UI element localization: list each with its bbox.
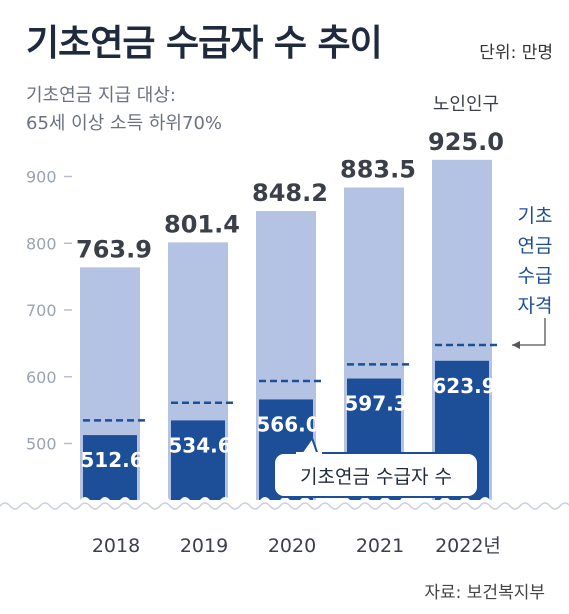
x-tick-label: 2022년	[435, 535, 501, 557]
eligibility-series-label: 연금	[518, 235, 553, 257]
recipient-value-label: 534.6	[168, 433, 231, 457]
source-label: 자료: 보건복지부	[424, 583, 545, 603]
note-line-2: 65세 이상 소득 하위70%	[26, 113, 222, 134]
recipient-value-label: 512.6	[80, 448, 143, 472]
recipient-series-label: 기초연금 수급자 수	[300, 466, 452, 488]
eligibility-series-label: 자격	[518, 295, 553, 317]
recipient-value-label: 597.3	[344, 392, 407, 416]
recipient-bar	[83, 435, 137, 500]
recipient-value-label: 566.0	[256, 412, 319, 436]
axis-break-line	[0, 502, 569, 510]
recipient-value-label: 623.9	[432, 374, 495, 398]
chart-title: 기초연금 수급자 수 추이	[26, 23, 383, 64]
note-line-1: 기초연금 지급 대상:	[26, 85, 176, 106]
y-tick-label: 900	[26, 168, 57, 187]
elderly-value-label: 763.9	[76, 235, 152, 263]
y-tick-label: 500	[26, 435, 57, 454]
eligibility-arrow-line	[512, 318, 546, 346]
recipient-callout-box	[273, 452, 479, 498]
eligibility-series-label: 기초	[518, 205, 553, 227]
callout-pointer-cover	[296, 452, 322, 457]
recipient-bar	[171, 420, 225, 500]
elderly-value-label: 801.4	[164, 210, 240, 238]
unit-label: 단위: 만명	[479, 43, 553, 63]
y-tick-label: 800	[26, 234, 57, 253]
elderly-value-label: 925.0	[428, 128, 504, 156]
y-tick-label: 600	[26, 368, 57, 387]
elderly-value-label: 883.5	[340, 156, 416, 184]
x-tick-label: 2020	[268, 535, 316, 557]
arrow-icon	[512, 341, 520, 349]
y-tick-label: 700	[26, 301, 57, 320]
x-tick-label: 2021	[356, 535, 404, 557]
elderly-series-label: 노인인구	[433, 94, 499, 115]
x-tick-label: 2019	[180, 535, 228, 557]
elderly-value-label: 848.2	[252, 179, 328, 207]
x-tick-label: 2018	[92, 535, 140, 557]
eligibility-series-label: 수급	[518, 265, 553, 287]
axis-break-band	[0, 497, 569, 520]
eligibility-note: 기초연금 지급 대상: 65세 이상 소득 하위70%	[26, 82, 222, 138]
